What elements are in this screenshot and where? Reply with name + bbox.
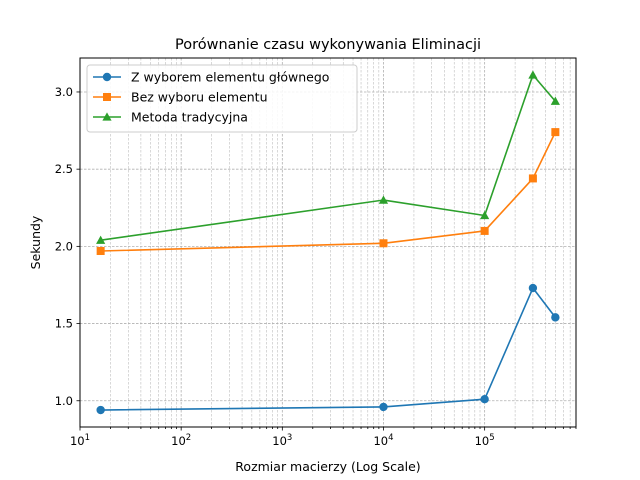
data-point [96, 246, 105, 255]
y-tick-label: 3.0 [55, 85, 73, 99]
legend-label: Metoda tradycyjna [131, 110, 248, 125]
data-point [96, 405, 105, 415]
series-2 [96, 128, 560, 255]
data-point [528, 174, 537, 183]
legend-marker [102, 112, 112, 121]
x-tick-label: 105 [475, 433, 495, 448]
axis-ticks: 101 102 103 104 105 1.0 1.5 2.0 2.5 3.0 [55, 85, 577, 448]
data-point [378, 195, 389, 204]
data-point [379, 239, 388, 248]
y-tick-label: 2.0 [55, 239, 73, 253]
legend: Z wyborem elementu głównego Bez wyboru el… [86, 64, 358, 133]
data-series [96, 70, 560, 415]
data-point [480, 210, 490, 220]
y-axis-label: Sekundy [28, 215, 43, 269]
data-point [551, 128, 560, 137]
data-point [379, 402, 388, 412]
data-point [528, 70, 538, 79]
chart-title: Porównanie czasu wykonywania Eliminacji [175, 37, 481, 53]
series-1 [96, 283, 560, 415]
legend-label: Bez wyboru elementu [131, 90, 268, 105]
data-point [528, 283, 538, 293]
data-point [480, 226, 489, 235]
x-tick-label: 104 [373, 433, 393, 448]
plot-frame [79, 57, 577, 428]
y-tick-label: 1.0 [55, 394, 73, 408]
legend-box [86, 64, 358, 133]
series-3 [96, 70, 560, 244]
y-tick-label: 1.5 [55, 317, 73, 331]
legend-marker [102, 72, 112, 82]
data-point [480, 395, 489, 404]
x-tick-label: 101 [70, 433, 90, 448]
legend-label: Z wyborem elementu głównego [131, 70, 329, 85]
data-point [96, 235, 106, 244]
x-tick-label: 102 [171, 433, 191, 448]
series-line [100, 287, 556, 411]
data-point [550, 96, 560, 105]
x-tick-label: 103 [272, 433, 292, 448]
legend-marker [103, 93, 111, 101]
y-tick-label: 2.5 [55, 162, 73, 176]
x-axis-label: Rozmiar macierzy (Log Scale) [235, 459, 420, 474]
data-point [551, 313, 560, 322]
